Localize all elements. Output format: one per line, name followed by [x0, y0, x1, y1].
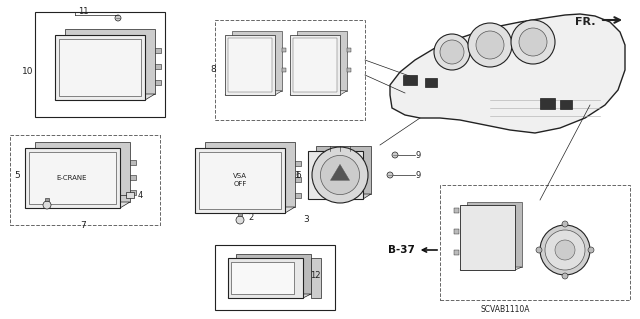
Polygon shape	[35, 142, 130, 202]
Circle shape	[387, 172, 393, 178]
Bar	[35, 12, 165, 117]
Bar	[282, 48, 286, 52]
Circle shape	[545, 230, 585, 270]
Text: VSA
OFF: VSA OFF	[233, 174, 247, 187]
Polygon shape	[225, 91, 282, 95]
Polygon shape	[228, 294, 311, 298]
Text: E-CRANE: E-CRANE	[57, 175, 87, 181]
Bar	[295, 177, 301, 182]
Polygon shape	[65, 29, 155, 94]
Text: 12: 12	[310, 271, 321, 279]
Polygon shape	[290, 91, 347, 95]
Bar	[311, 258, 321, 298]
Bar	[130, 160, 136, 165]
Circle shape	[476, 31, 504, 59]
Circle shape	[588, 247, 594, 253]
Circle shape	[392, 152, 398, 158]
Text: 6: 6	[295, 170, 301, 180]
Text: 10: 10	[22, 68, 33, 77]
Bar	[59, 39, 141, 96]
Text: FR.: FR.	[575, 17, 595, 27]
Text: B-37: B-37	[388, 245, 437, 255]
Text: SCVAB1110A: SCVAB1110A	[480, 306, 530, 315]
Circle shape	[468, 23, 512, 67]
Circle shape	[555, 240, 575, 260]
Bar	[25, 148, 120, 208]
Text: 9: 9	[416, 151, 421, 160]
Bar	[295, 193, 301, 198]
Polygon shape	[205, 142, 295, 207]
Polygon shape	[232, 31, 282, 91]
Polygon shape	[316, 146, 371, 194]
Bar	[228, 38, 272, 92]
Bar	[55, 35, 145, 100]
Circle shape	[434, 34, 470, 70]
Bar	[560, 100, 572, 109]
Polygon shape	[330, 164, 349, 180]
Text: 11: 11	[78, 6, 88, 16]
Bar	[347, 68, 351, 72]
Bar	[231, 262, 294, 294]
Bar	[130, 175, 136, 180]
Polygon shape	[467, 202, 522, 267]
Text: 8: 8	[210, 65, 216, 75]
Bar	[290, 35, 340, 95]
Bar	[199, 152, 281, 209]
Bar	[215, 20, 365, 120]
Circle shape	[562, 273, 568, 279]
Text: 1: 1	[295, 170, 301, 180]
Bar	[454, 208, 459, 213]
Circle shape	[536, 247, 542, 253]
Polygon shape	[55, 94, 155, 100]
Bar	[155, 48, 161, 53]
Bar	[540, 98, 555, 109]
Polygon shape	[460, 267, 522, 270]
Bar	[215, 245, 335, 310]
Bar	[238, 213, 242, 216]
Text: 4: 4	[138, 190, 143, 199]
Bar	[126, 192, 134, 198]
Circle shape	[115, 15, 121, 21]
Circle shape	[519, 28, 547, 56]
Bar	[440, 185, 630, 300]
Polygon shape	[236, 254, 311, 294]
Bar	[454, 250, 459, 255]
Bar	[225, 35, 275, 95]
Bar	[155, 80, 161, 85]
Bar	[29, 152, 116, 204]
Bar	[10, 135, 160, 225]
Polygon shape	[390, 14, 625, 133]
Bar	[308, 151, 363, 199]
Bar	[45, 198, 49, 201]
Text: 2: 2	[248, 213, 253, 222]
Circle shape	[440, 40, 464, 64]
Circle shape	[312, 147, 368, 203]
Circle shape	[562, 221, 568, 227]
Polygon shape	[308, 194, 371, 199]
Bar	[454, 229, 459, 234]
Circle shape	[511, 20, 555, 64]
Text: 7: 7	[80, 220, 86, 229]
Polygon shape	[25, 202, 130, 208]
Circle shape	[321, 155, 360, 195]
Bar	[155, 64, 161, 69]
Bar	[195, 148, 285, 213]
Circle shape	[236, 216, 244, 224]
Text: 9: 9	[416, 170, 421, 180]
Bar	[295, 161, 301, 166]
Circle shape	[540, 225, 590, 275]
Bar	[130, 190, 136, 195]
Text: 5: 5	[14, 170, 20, 180]
Polygon shape	[195, 207, 295, 213]
Text: 3: 3	[303, 216, 308, 225]
Bar	[347, 48, 351, 52]
Circle shape	[43, 201, 51, 209]
Bar	[228, 258, 303, 298]
Bar	[425, 78, 437, 87]
Polygon shape	[297, 31, 347, 91]
Bar	[460, 205, 515, 270]
Bar	[403, 75, 417, 85]
Bar	[293, 38, 337, 92]
Bar	[282, 68, 286, 72]
